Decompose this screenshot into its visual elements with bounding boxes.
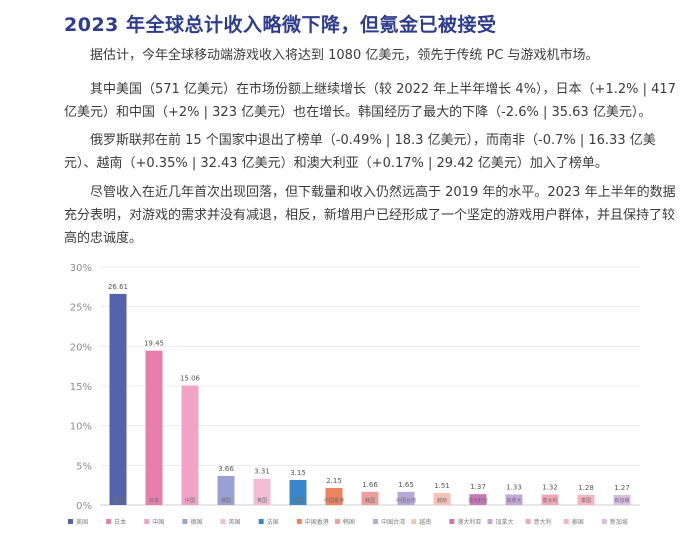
x-tick-label: 澳大利亚 bbox=[468, 497, 488, 504]
bar bbox=[541, 494, 559, 505]
legend-label: 越南 bbox=[419, 518, 431, 526]
legend-label: 新加坡 bbox=[610, 518, 628, 526]
legend-label: 英国 bbox=[229, 518, 241, 526]
legend-label: 中国香港 bbox=[305, 518, 329, 526]
bar-value-label: 3.31 bbox=[254, 468, 270, 476]
bar-value-label: 1.33 bbox=[506, 483, 522, 491]
chart-gridlines bbox=[100, 266, 640, 506]
bar-value-label: 1.51 bbox=[434, 482, 450, 490]
bar-value-label: 1.65 bbox=[398, 481, 414, 489]
paragraph-intro: 据估计，今年全球移动端游戏收入将达到 1080 亿美元，领先于传统 PC 与游戏… bbox=[90, 48, 599, 63]
legend-swatch bbox=[68, 519, 73, 524]
bar bbox=[109, 293, 127, 505]
legend-swatch bbox=[373, 519, 379, 524]
x-tick-label: 美国 bbox=[113, 497, 123, 504]
x-tick-label: 英国 bbox=[257, 497, 267, 504]
bar-value-label: 26.61 bbox=[108, 283, 128, 291]
y-tick-label: 30% bbox=[70, 263, 92, 274]
y-tick-label: 25% bbox=[70, 303, 92, 314]
bar bbox=[361, 491, 379, 505]
x-tick-label: 中国香港 bbox=[324, 497, 344, 504]
legend-label: 加拿大 bbox=[495, 518, 513, 526]
bar-value-label: 19.45 bbox=[144, 340, 164, 348]
legend-label: 中国 bbox=[152, 518, 164, 526]
bar bbox=[145, 350, 163, 505]
legend-swatch bbox=[525, 519, 531, 524]
chart-legend: 美国 日本 中国 德国 英国 法国 中国香港 韩国 中国台湾 越南 澳大利亚 加拿大 意大利 泰国 新加坡 bbox=[68, 518, 628, 526]
legend-label: 澳大利亚 bbox=[457, 518, 481, 526]
bar-value-label: 3.15 bbox=[290, 469, 306, 477]
x-tick-label: 法国 bbox=[293, 497, 303, 504]
chart-bars: 26.61 美国 19.45 日本 15.06 中国 3.66 德国 3.31 英国 3.15 法国 2… bbox=[108, 283, 631, 505]
legend-swatch bbox=[334, 519, 340, 524]
legend-swatch bbox=[220, 519, 226, 524]
legend-label: 美国 bbox=[76, 518, 88, 526]
x-tick-label: 德国 bbox=[221, 497, 231, 504]
bar-value-label: 1.32 bbox=[542, 484, 558, 492]
legend-swatch bbox=[258, 519, 264, 524]
legend-label: 意大利 bbox=[534, 518, 552, 526]
x-tick-label: 新加坡 bbox=[614, 497, 629, 504]
paragraph-ranking-changes: 俄罗斯联邦在前 15 个国家中退出了榜单（-0.49% | 18.3 亿美元），… bbox=[64, 133, 656, 171]
legend-swatch bbox=[563, 519, 569, 524]
legend-label: 泰国 bbox=[572, 518, 584, 526]
bar bbox=[397, 491, 415, 505]
bar bbox=[289, 480, 307, 505]
x-tick-label: 中国 bbox=[185, 497, 195, 504]
bar bbox=[469, 494, 487, 505]
legend-label: 中国台湾 bbox=[381, 518, 405, 526]
legend-swatch bbox=[144, 519, 150, 524]
legend-swatch bbox=[601, 519, 607, 524]
bar-value-label: 15.06 bbox=[180, 375, 201, 383]
bar bbox=[217, 475, 235, 505]
bar bbox=[181, 385, 199, 505]
legend-label: 韩国 bbox=[343, 518, 355, 526]
legend-swatch bbox=[296, 519, 302, 524]
x-tick-label: 泰国 bbox=[581, 497, 591, 504]
x-tick-label: 韩国 bbox=[365, 497, 375, 504]
revenue-share-bar-chart: 0% 5% 10% 15% 20% 25% 30% 26.61 美国 19.45 日本 15.06 中… bbox=[68, 263, 640, 526]
legend-label: 日本 bbox=[114, 518, 126, 526]
bar-value-label: 2.15 bbox=[326, 477, 342, 485]
bar-value-label: 1.27 bbox=[614, 484, 630, 492]
x-tick-label: 加拿大 bbox=[506, 497, 521, 504]
y-tick-label: 0% bbox=[76, 501, 92, 512]
x-tick-label: 日本 bbox=[149, 497, 159, 504]
page-title: 2023 年全球总计收入略微下降，但氪金已被接受 bbox=[64, 14, 497, 36]
x-tick-label: 中国台湾 bbox=[396, 497, 416, 504]
legend-swatch bbox=[487, 519, 493, 524]
bar bbox=[505, 494, 523, 505]
bar bbox=[433, 493, 451, 505]
legend-label: 法国 bbox=[267, 518, 279, 526]
bar bbox=[325, 487, 343, 505]
chart-y-axis: 0% 5% 10% 15% 20% 25% 30% bbox=[70, 263, 92, 512]
legend-swatch bbox=[106, 519, 112, 524]
y-tick-label: 10% bbox=[70, 422, 92, 433]
legend-label: 德国 bbox=[190, 518, 202, 526]
x-tick-label: 越南 bbox=[437, 497, 447, 504]
bar bbox=[253, 478, 271, 505]
legend-swatch bbox=[449, 519, 455, 524]
bar-value-label: 1.28 bbox=[578, 484, 594, 492]
y-tick-label: 5% bbox=[76, 461, 92, 472]
legend-swatch bbox=[182, 519, 188, 524]
bar bbox=[577, 494, 595, 505]
bar-value-label: 3.66 bbox=[218, 465, 234, 473]
paragraph-top-markets: 其中美国（571 亿美元）在市场份额上继续增长（较 2022 年上半年增长 4%… bbox=[64, 82, 676, 120]
x-tick-label: 意大利 bbox=[542, 497, 557, 504]
legend-swatch bbox=[411, 519, 417, 524]
y-tick-label: 15% bbox=[70, 382, 92, 393]
bar-value-label: 1.66 bbox=[362, 481, 378, 489]
bar bbox=[613, 494, 631, 505]
y-tick-label: 20% bbox=[70, 342, 92, 353]
paragraph-outlook: 尽管收入在近几年首次出现回落，但下载量和收入仍然远高于 2019 年的水平。20… bbox=[64, 185, 676, 246]
bar-value-label: 1.37 bbox=[470, 483, 486, 491]
